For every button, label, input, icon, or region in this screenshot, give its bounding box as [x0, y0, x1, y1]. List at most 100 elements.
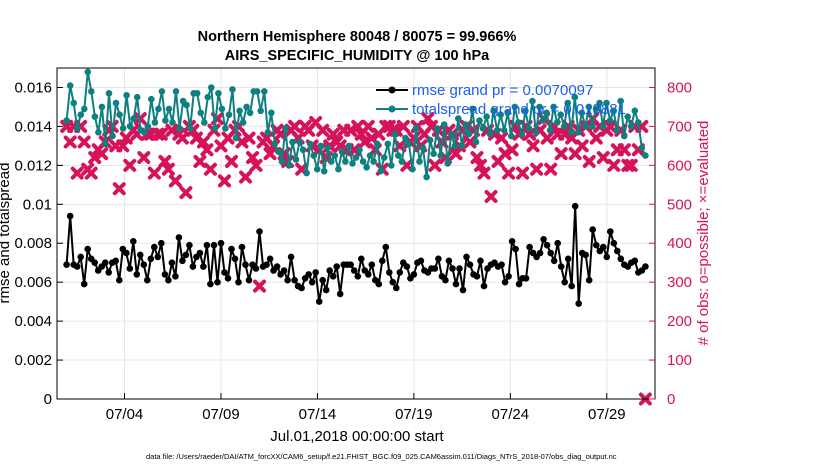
totalspread-marker	[398, 158, 406, 165]
totalspread-marker	[419, 144, 427, 152]
x-axis-label: Jul.01,2018 00:00:00 start	[270, 428, 444, 445]
rmse-marker	[347, 261, 355, 269]
x-axis-ticks: 07/04 07/09 07/14 07/19 07/24 07/29	[106, 393, 626, 423]
totalspread-marker	[483, 113, 490, 120]
totalspread-marker	[402, 134, 409, 142]
totalspread-marker	[575, 129, 582, 136]
obs-evaluated-marker	[154, 127, 168, 141]
totalspread-marker	[504, 109, 512, 117]
totalspread-marker	[246, 109, 254, 117]
totalspread-marker	[642, 152, 649, 159]
rmse-marker	[298, 284, 305, 292]
obs-evaluated-marker	[421, 112, 435, 126]
rmse-marker	[319, 276, 327, 284]
totalspread-marker	[253, 88, 261, 95]
rmse-marker	[137, 251, 144, 259]
obs-evaluated-marker	[77, 135, 91, 149]
rmse-marker	[466, 261, 474, 269]
totalspread-marker	[313, 165, 321, 173]
totalspread-marker	[338, 148, 346, 155]
totalspread-marker	[409, 165, 416, 173]
totalspread-marker	[155, 105, 162, 113]
rmse-marker	[382, 243, 390, 251]
rmse-marker	[224, 275, 232, 282]
rmse-marker	[336, 290, 344, 298]
rmse-marker	[312, 269, 320, 276]
totalspread-marker	[169, 119, 176, 126]
obs-evaluated-marker	[607, 158, 621, 172]
totalspread-marker	[331, 152, 339, 159]
rmse-marker	[536, 249, 544, 257]
y-tick-label: 0.012	[14, 157, 52, 174]
totalspread-series	[63, 68, 649, 181]
rmse-marker	[284, 276, 291, 284]
totalspread-marker	[511, 103, 519, 111]
rmse-marker	[207, 280, 214, 288]
rmse-marker	[196, 249, 204, 257]
obs-evaluated-marker	[193, 154, 207, 168]
y-tick-label: 0.008	[14, 235, 52, 252]
totalspread-marker	[430, 150, 437, 157]
y-tick-label: 0.006	[14, 274, 52, 291]
obs-evaluated-marker	[361, 119, 375, 133]
totalspread-marker	[532, 129, 540, 136]
rmse-marker	[77, 253, 84, 261]
totalspread-marker	[529, 97, 536, 105]
rmse-marker	[242, 261, 249, 269]
totalspread-marker	[261, 88, 268, 95]
totalspread-marker	[592, 105, 600, 113]
obs-evaluated-marker	[189, 131, 203, 145]
obs-evaluated-marker	[224, 154, 238, 168]
rmse-marker	[214, 278, 221, 286]
chart-title: Northern Hemisphere 80048 / 80075 = 99.9…	[198, 29, 517, 45]
rmse-marker	[326, 267, 334, 274]
rmse-marker	[308, 278, 316, 286]
obs-evaluated-marker	[617, 143, 631, 157]
totalspread-marker	[525, 125, 533, 132]
rmse-marker	[564, 255, 572, 263]
totalspread-marker	[208, 84, 215, 91]
totalspread-marker	[405, 140, 413, 148]
obs-evaluated-marker	[554, 147, 568, 161]
totalspread-marker	[553, 119, 561, 126]
totalspread-marker	[282, 125, 289, 132]
rmse-marker	[575, 300, 582, 307]
obs-evaluated-marker	[477, 166, 491, 180]
rmse-marker	[130, 238, 137, 245]
rmse-marker	[350, 267, 358, 274]
totalspread-marker	[412, 125, 420, 132]
totalspread-marker	[229, 86, 236, 93]
totalspread-marker	[193, 90, 201, 97]
totalspread-marker	[560, 123, 568, 130]
obs-evaluated-marker	[596, 151, 610, 165]
rmse-marker	[315, 298, 323, 305]
totalspread-marker	[278, 158, 286, 165]
rmse-marker	[396, 269, 404, 276]
totalspread-marker	[289, 138, 296, 146]
x-tick-label: 07/09	[202, 406, 240, 423]
rmse-marker	[140, 261, 148, 269]
obs-evaluated-marker	[558, 127, 572, 141]
totalspread-marker	[359, 158, 367, 165]
rmse-marker	[368, 261, 376, 269]
obs-evaluated-marker	[175, 131, 189, 145]
rmse-marker	[73, 263, 81, 270]
rmse-marker	[158, 239, 165, 247]
rmse-marker	[386, 269, 393, 276]
rmse-marker	[116, 276, 123, 284]
rmse-marker	[189, 263, 197, 270]
totalspread-marker	[232, 134, 240, 142]
rmse-marker	[642, 263, 649, 270]
rmse-marker	[389, 278, 397, 286]
totalspread-marker	[328, 158, 335, 165]
right-y-axis-label: # of obs: o=possible; ×=evaluated	[695, 121, 712, 346]
rmse-marker	[442, 276, 449, 284]
rmse-marker	[543, 241, 551, 249]
totalspread-marker	[88, 88, 95, 95]
totalspread-marker	[183, 101, 190, 109]
totalspread-marker	[296, 138, 303, 146]
obs-evaluated-marker	[526, 139, 540, 153]
totalspread-marker	[433, 125, 441, 132]
rmse-marker	[410, 271, 418, 278]
